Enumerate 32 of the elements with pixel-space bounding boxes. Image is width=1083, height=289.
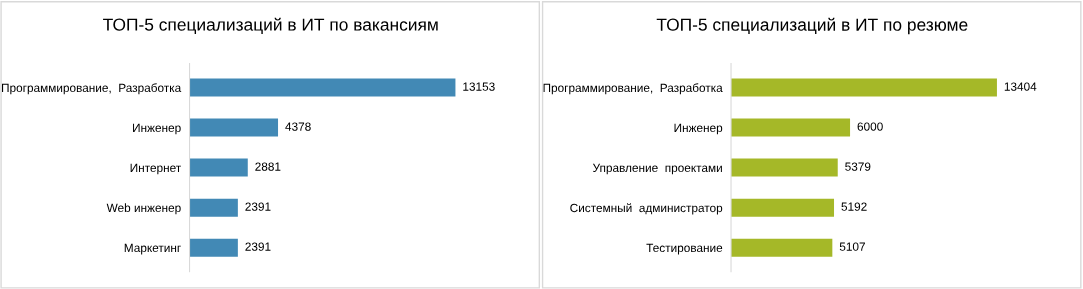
bar <box>731 198 835 217</box>
data-label: 13153 <box>463 82 495 91</box>
y-tick-label: Тестирование <box>646 243 723 255</box>
data-label: 5379 <box>845 162 871 171</box>
data-label: 2881 <box>255 162 281 171</box>
bar <box>189 198 238 217</box>
data-label: 5107 <box>839 242 865 251</box>
bar <box>731 238 833 257</box>
y-tick-label: Управление проектами <box>592 163 722 175</box>
data-label: 13404 <box>1004 82 1037 91</box>
y-tick-label: Системный администратор <box>570 203 723 215</box>
y-tick-label: Инженер <box>133 123 181 135</box>
chart-title: ТОП-5 специализаций в ИТ по резюме <box>656 17 968 35</box>
y-tick-label: Программирование, Разработка <box>2 83 182 95</box>
y-tick-label: Интернет <box>130 163 181 175</box>
bar <box>189 78 456 97</box>
data-label: 6000 <box>857 122 883 131</box>
data-label: 5192 <box>841 202 867 211</box>
chart-title: ТОП-5 специализаций в ИТ по вакансиям <box>103 17 438 35</box>
bar <box>189 118 279 137</box>
bar <box>189 238 238 257</box>
bar <box>731 118 851 137</box>
bar <box>189 158 248 177</box>
data-label: 4378 <box>285 122 311 131</box>
data-label: 2391 <box>245 242 271 251</box>
y-tick-label: Web инженер <box>106 203 181 215</box>
y-tick-label: Маркетинг <box>124 243 181 255</box>
data-label: 2391 <box>245 202 271 211</box>
y-tick-label: Программирование, Разработка <box>543 83 723 95</box>
bar <box>731 78 997 97</box>
bar <box>731 158 838 177</box>
y-tick-label: Инженер <box>674 123 723 135</box>
